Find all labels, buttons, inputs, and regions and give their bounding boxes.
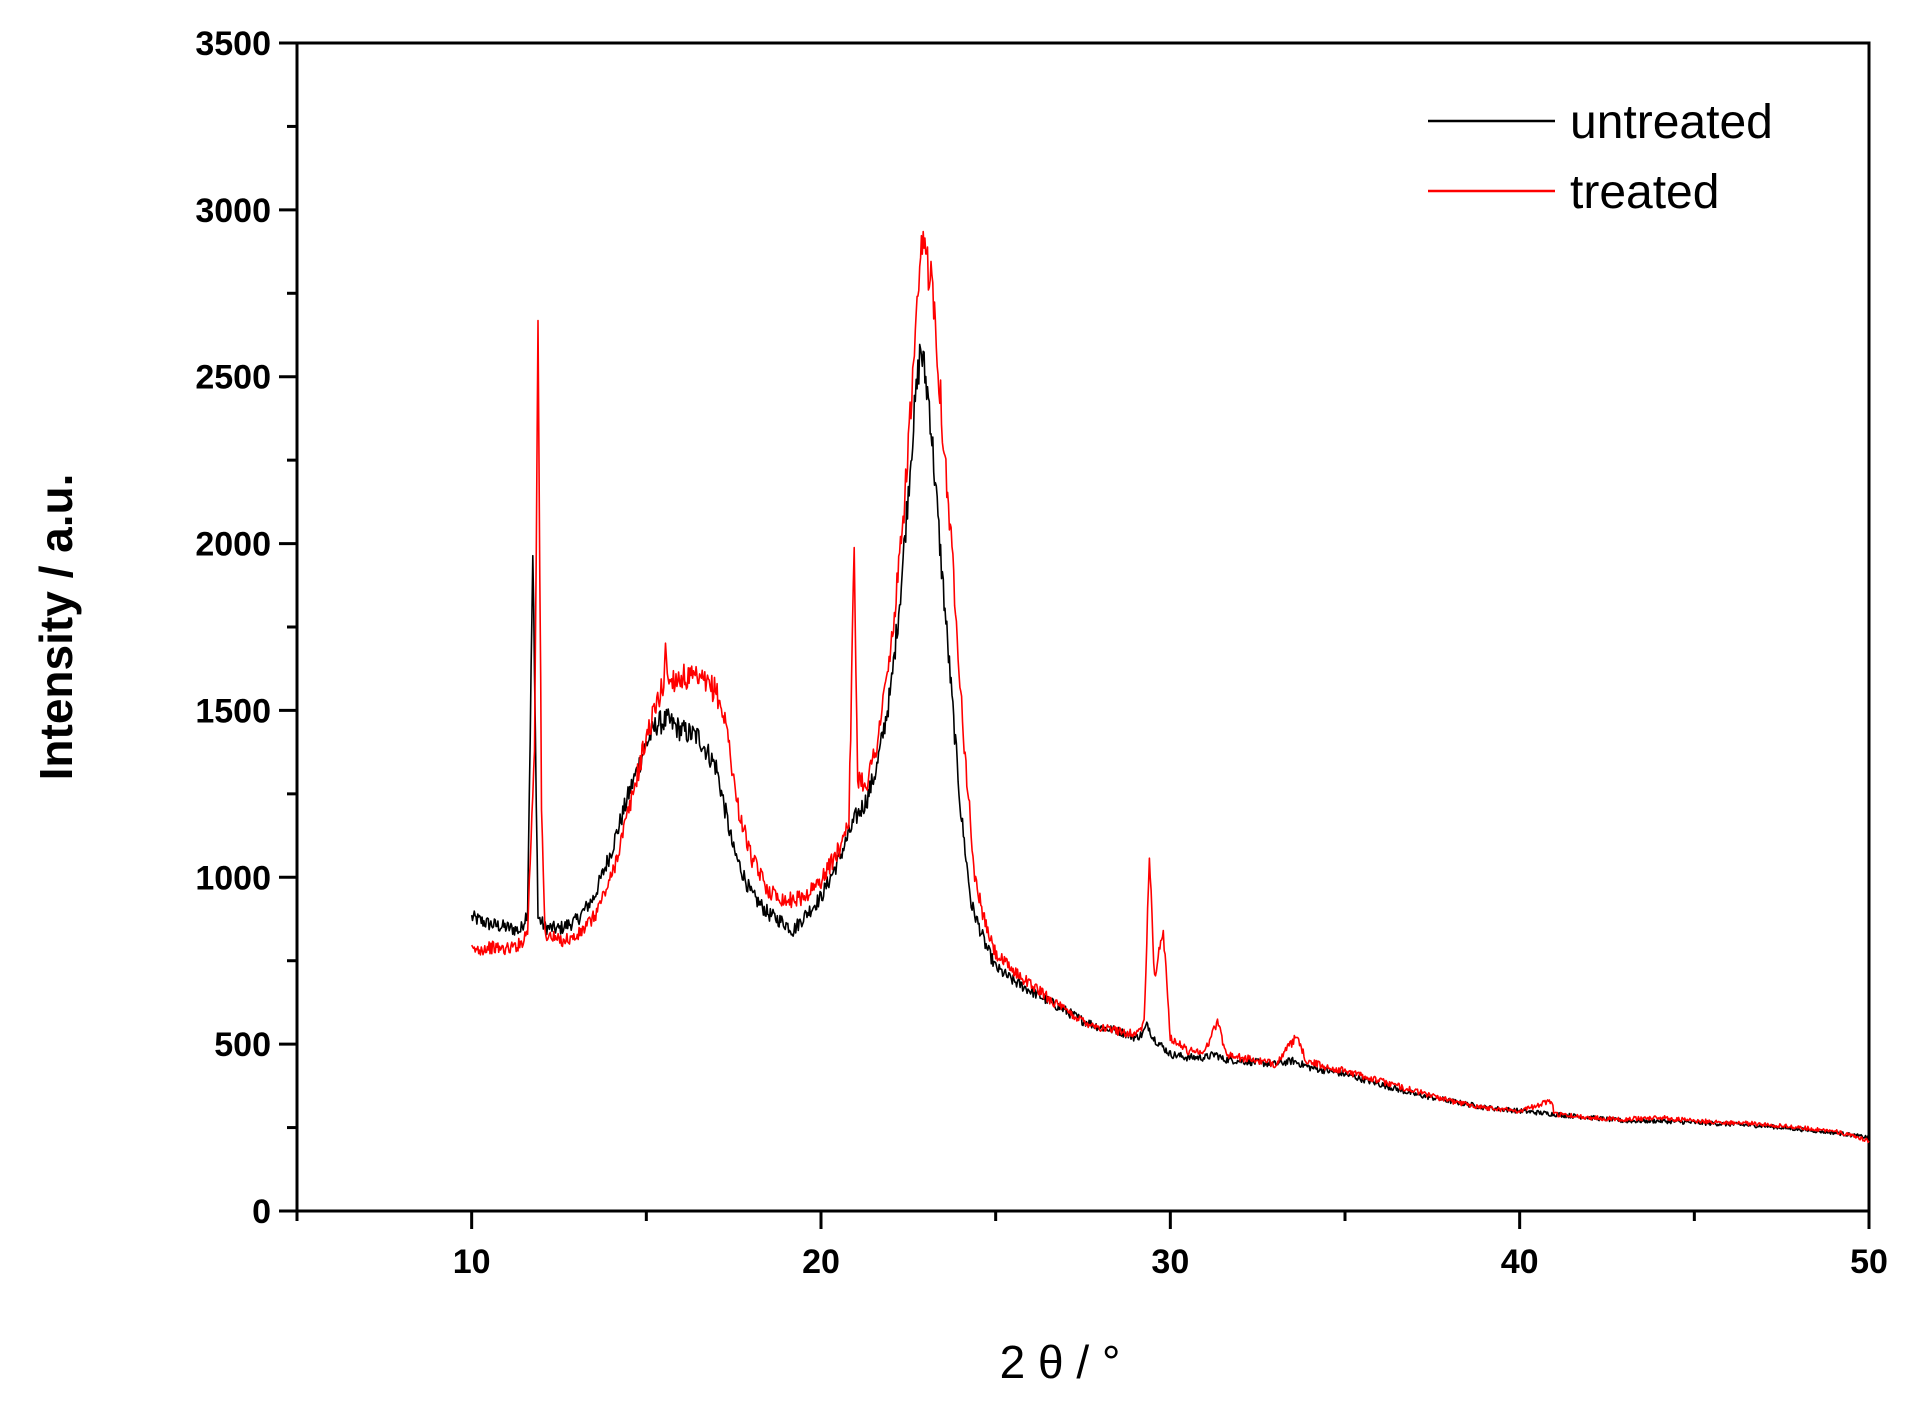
y-tick-label: 2000: [195, 526, 271, 564]
x-axis-ticks: 10 20 30 40 50: [295, 1211, 1888, 1281]
series-line-untreated: [470, 343, 1870, 1140]
legend-label-treated: treated: [1570, 166, 1719, 219]
x-tick-label: 30: [1151, 1243, 1189, 1281]
x-tick-label: 50: [1850, 1243, 1888, 1281]
y-tick-label: 500: [214, 1026, 271, 1064]
x-axis-title: 2 θ / °: [1000, 1336, 1121, 1388]
legend: untreated treated: [1428, 96, 1773, 219]
series-layer: [470, 230, 1870, 1144]
legend-label-untreated: untreated: [1570, 96, 1773, 149]
series-line-treated: [470, 230, 1870, 1144]
y-tick-label: 0: [252, 1193, 271, 1231]
x-tick-label: 20: [802, 1243, 840, 1281]
y-tick-label: 3500: [195, 25, 271, 63]
y-tick-label: 2500: [195, 359, 271, 397]
x-tick-label: 10: [453, 1243, 491, 1281]
y-tick-label: 1000: [195, 859, 271, 897]
y-tick-label: 1500: [195, 692, 271, 730]
y-axis-ticks: 0 500 1000 1500 2000 2500 3000 3500: [195, 25, 297, 1231]
x-tick-label: 40: [1501, 1243, 1539, 1281]
y-axis-title: Intensity / a.u.: [30, 474, 82, 781]
y-tick-label: 3000: [195, 192, 271, 230]
